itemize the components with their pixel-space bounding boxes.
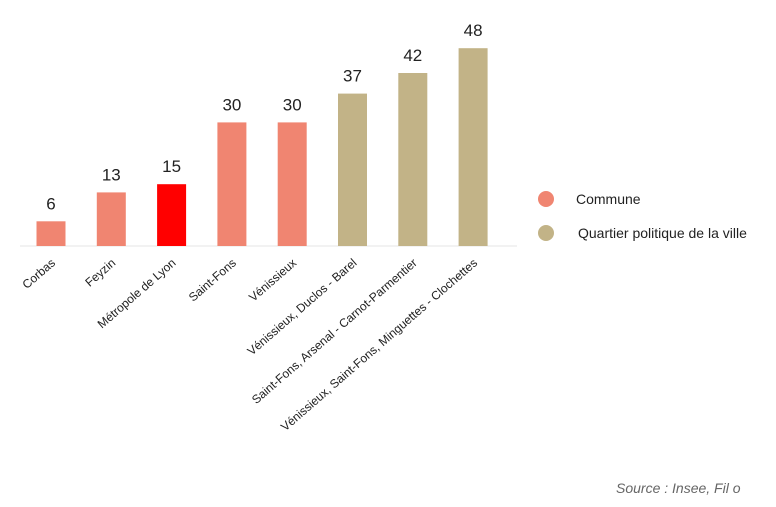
- legend-swatch-qpv: [538, 225, 554, 241]
- legend-item-commune: Commune: [538, 188, 747, 210]
- legend: Commune Quartier politique de la ville: [538, 188, 747, 256]
- bar-5: [338, 93, 367, 246]
- legend-swatch-commune: [538, 191, 554, 207]
- legend-item-qpv: Quartier politique de la ville: [538, 222, 747, 244]
- value-labels-group: 6 13 15 30 30 37 42 48: [46, 21, 482, 213]
- legend-label-qpv: Quartier politique de la ville: [578, 225, 747, 241]
- bar-4: [277, 122, 307, 246]
- bar-6: [398, 73, 428, 246]
- bar-2: [157, 184, 187, 246]
- tick-label-4: Vénissieux: [246, 256, 299, 305]
- bar-3: [217, 122, 247, 246]
- bar-0: [36, 221, 66, 246]
- legend-label-commune: Commune: [576, 191, 641, 207]
- value-label-4: 30: [283, 95, 302, 114]
- value-label-2: 15: [162, 157, 181, 176]
- value-label-6: 42: [403, 46, 422, 65]
- tick-label-3: Saint-Fons: [186, 256, 239, 305]
- value-label-5: 37: [343, 67, 362, 86]
- value-label-3: 30: [222, 95, 241, 114]
- tick-label-5: Vénissieux, Duclos - Barel: [245, 256, 360, 358]
- value-label-1: 13: [102, 165, 121, 184]
- bars-group: [36, 48, 488, 247]
- tick-label-1: Feyzin: [82, 256, 118, 290]
- bar-1: [96, 192, 126, 246]
- source-note: Source : Insee, Fil o: [616, 480, 741, 496]
- tick-label-0: Corbas: [20, 256, 58, 292]
- value-label-0: 6: [46, 194, 55, 213]
- value-label-7: 48: [464, 21, 483, 40]
- bar-7: [458, 48, 488, 247]
